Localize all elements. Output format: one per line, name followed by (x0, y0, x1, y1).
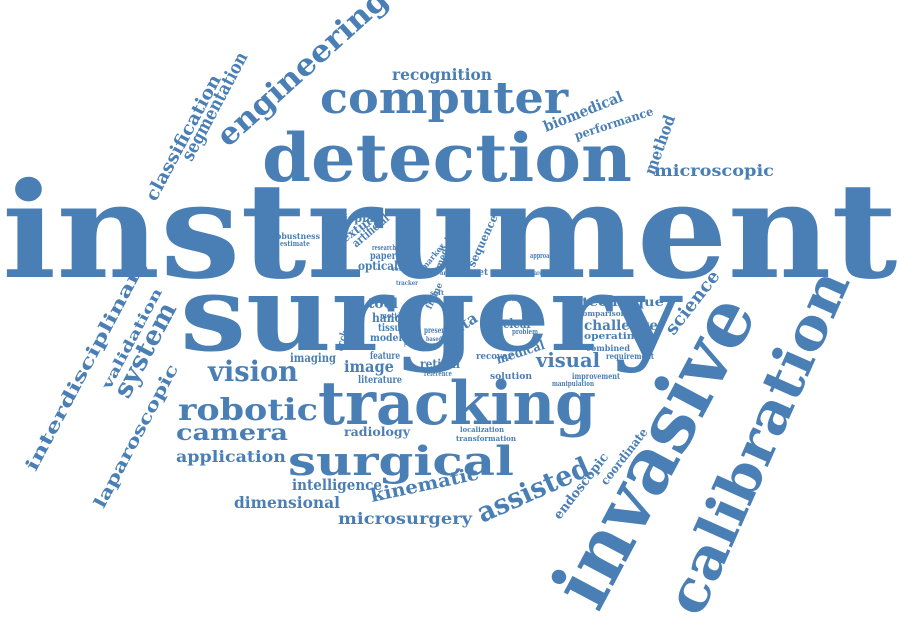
word: camera (176, 420, 289, 447)
word: image (344, 357, 394, 377)
word: paper (370, 251, 397, 262)
word: research (372, 243, 396, 253)
word: challenge (584, 317, 658, 334)
word: transformation (456, 434, 516, 444)
word: display (336, 212, 381, 226)
word: literature (358, 375, 403, 386)
word: radiology (344, 425, 411, 440)
word: hardware (520, 270, 542, 278)
word: microsurgery (338, 509, 473, 529)
word: manipulation (552, 379, 595, 389)
word: localization (460, 425, 505, 435)
word: model (370, 333, 402, 344)
word: result (392, 266, 411, 274)
word: failure (500, 296, 522, 304)
word: reference (424, 369, 452, 379)
word: recover (476, 351, 512, 362)
word: soft (430, 290, 444, 298)
word: feature (370, 351, 401, 362)
word: visual (536, 348, 601, 372)
word: microscopic (654, 161, 774, 181)
word: tool (368, 295, 399, 312)
word: analysis (440, 270, 464, 278)
word: vision (208, 354, 299, 388)
word: robotic (178, 393, 318, 428)
word: application (176, 447, 286, 467)
word: surgery (180, 251, 680, 375)
word: operating (584, 331, 642, 342)
word: detection (262, 119, 632, 198)
word: comparison (578, 309, 626, 319)
word: target (458, 267, 488, 278)
word: imaging (290, 351, 337, 366)
word: improvement (572, 370, 620, 381)
word: recognition (392, 65, 492, 85)
word: motion (380, 311, 406, 321)
word: estimate (280, 239, 310, 249)
word: tracker (396, 280, 419, 288)
word: retinal (420, 357, 460, 372)
word: optical (358, 259, 399, 274)
word: based (426, 336, 442, 344)
word: robustness (272, 230, 320, 241)
word: requirement (606, 350, 654, 361)
word: dimensional (234, 493, 340, 513)
word: tissue (378, 323, 407, 334)
word: program (404, 340, 427, 348)
word: intelligence (292, 476, 383, 494)
word: computer (320, 72, 569, 124)
word: present (424, 324, 449, 335)
word: surgical (288, 438, 514, 485)
word: solution (490, 371, 533, 382)
word: instrument (2, 154, 898, 310)
word: nuclear (488, 316, 532, 332)
word: hand (372, 311, 402, 326)
word: tracking (318, 369, 597, 439)
word: approach (530, 251, 557, 261)
word: combined (586, 342, 630, 353)
word: technique (582, 295, 664, 310)
word: problem (512, 327, 539, 337)
